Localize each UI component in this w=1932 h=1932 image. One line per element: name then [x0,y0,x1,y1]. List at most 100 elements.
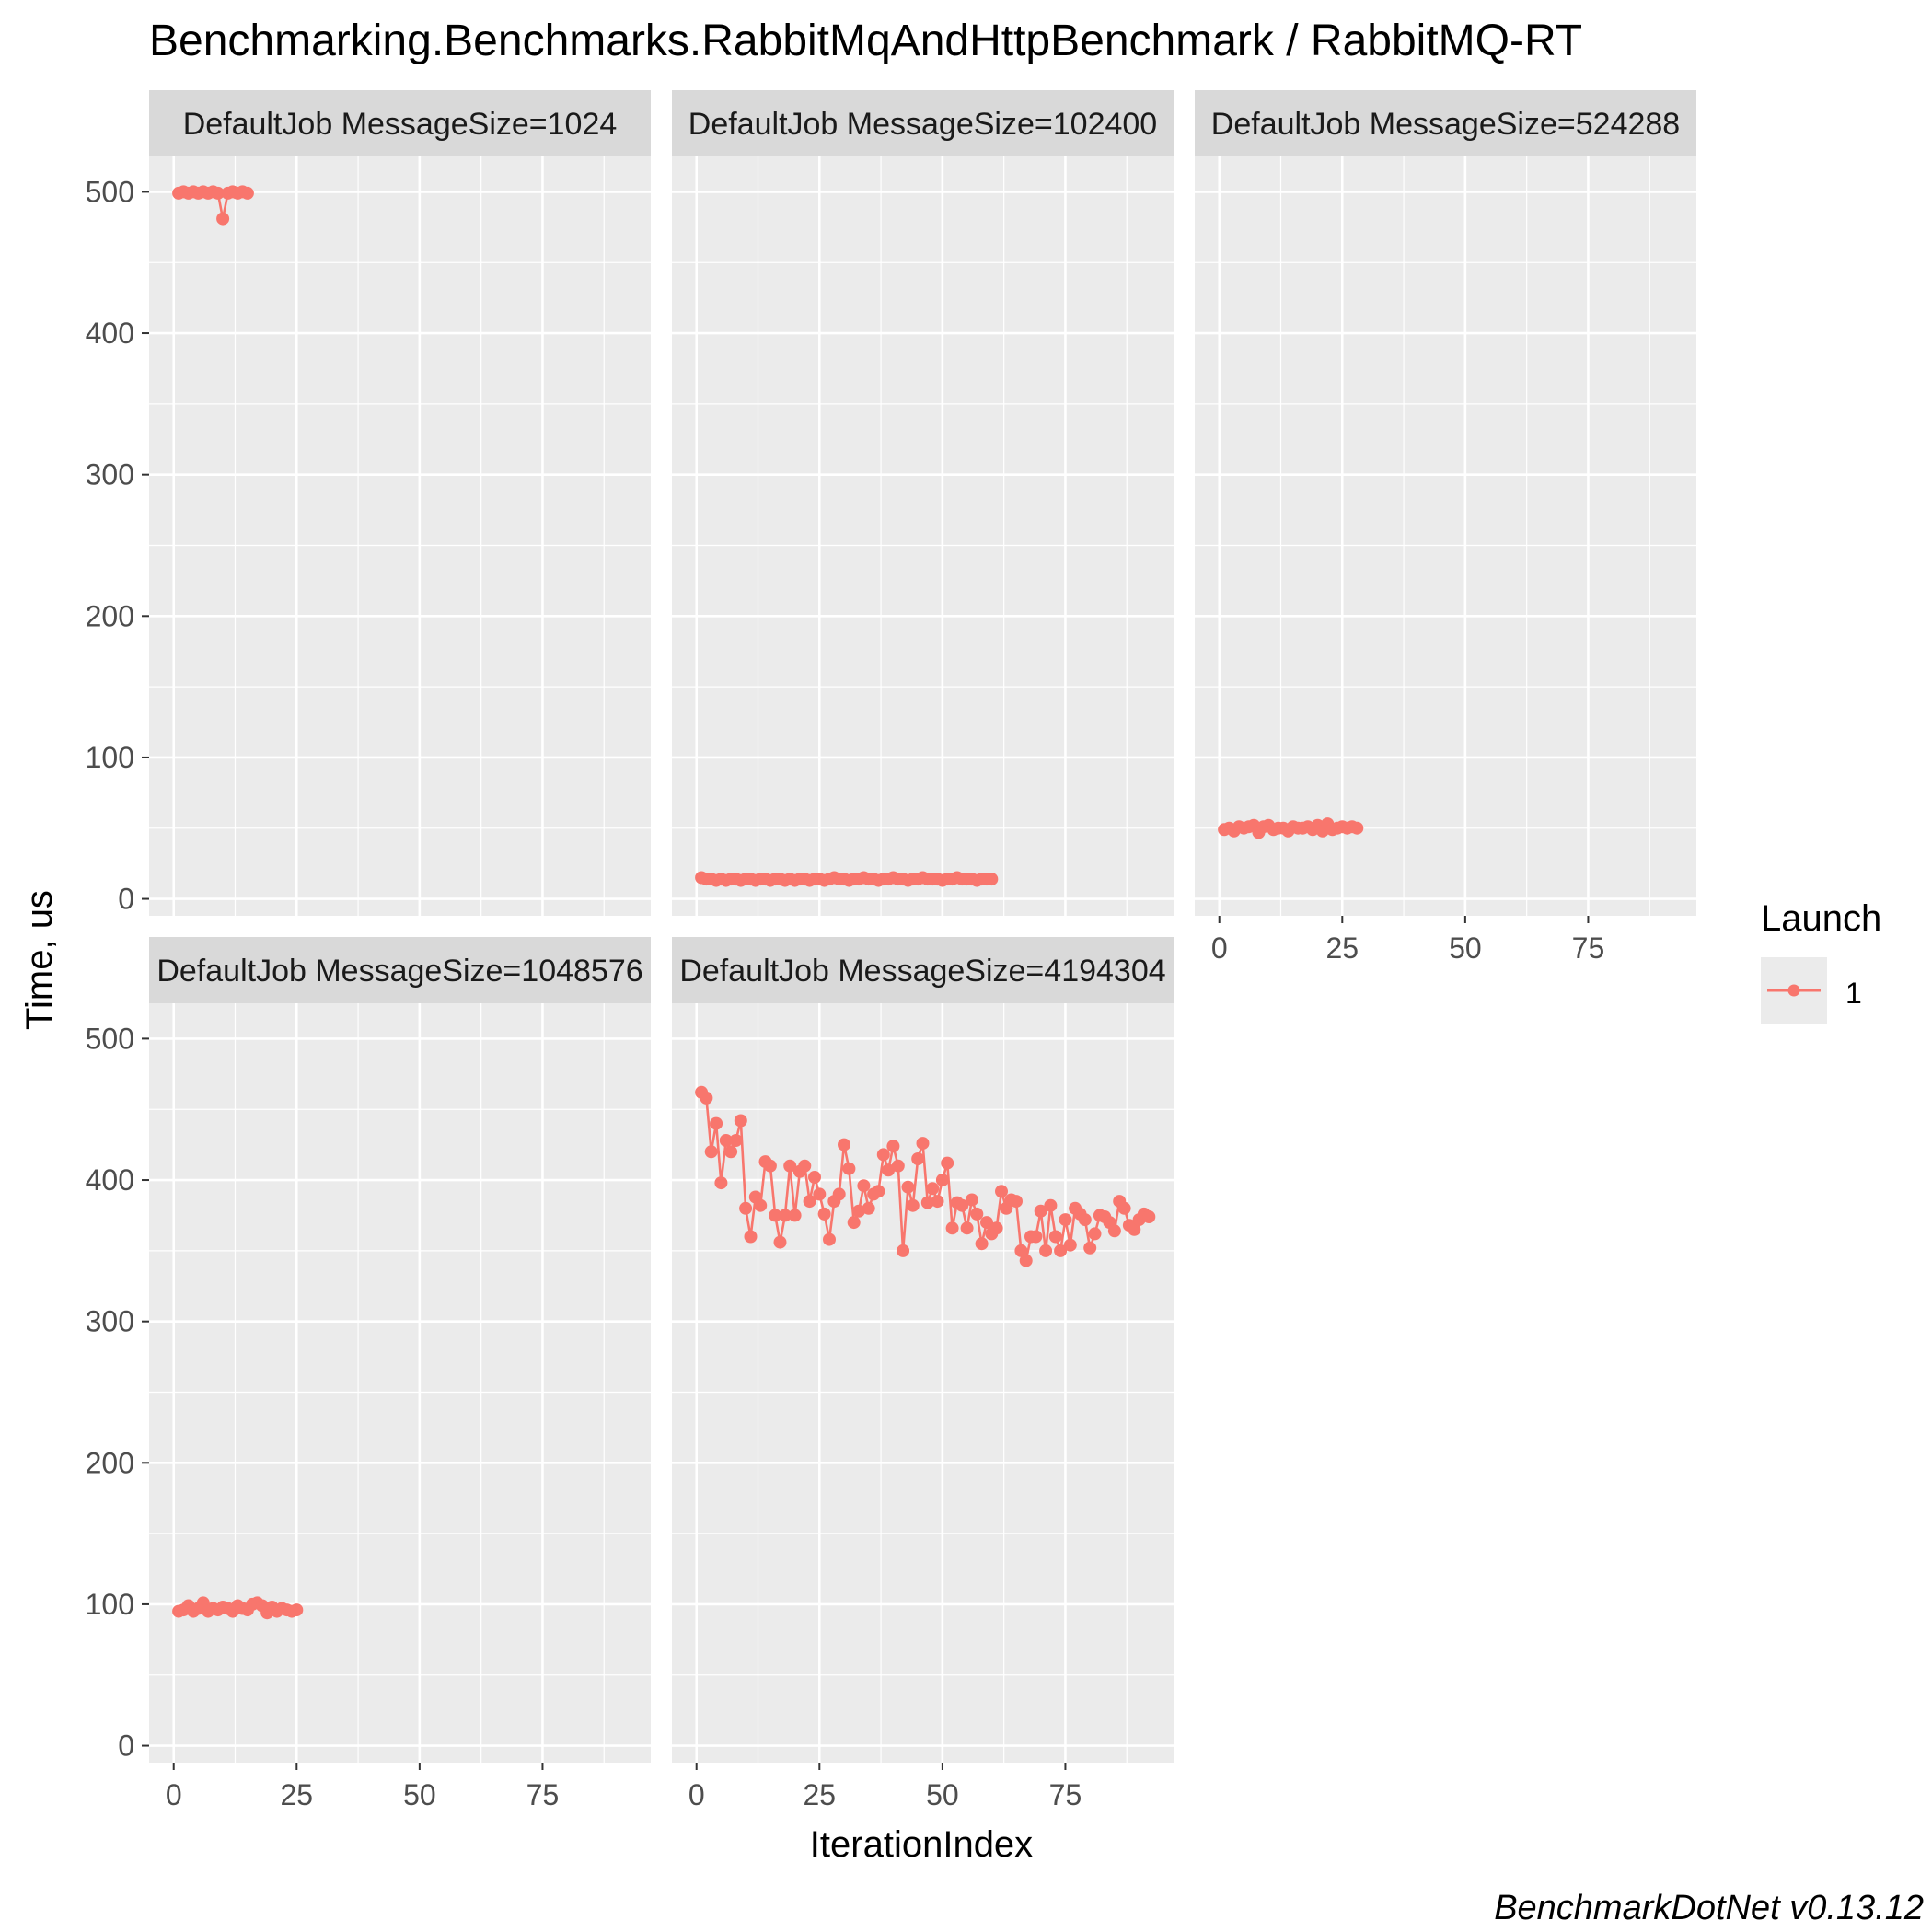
data-point [788,1209,802,1222]
y-tick-label: 500 [86,175,134,208]
data-point [832,1187,846,1201]
data-point [1107,1224,1121,1238]
facet-panel: DefaultJob MessageSize=102400 [672,90,1174,916]
x-tick-label: 75 [526,1778,560,1811]
panel-background [672,1003,1174,1763]
x-tick-label: 25 [803,1778,836,1811]
x-tick-label: 0 [688,1778,705,1811]
data-point [872,1185,885,1198]
data-point [1350,821,1364,835]
data-point [838,1138,850,1151]
x-tick-label: 25 [280,1778,313,1811]
facet-panels: DefaultJob MessageSize=1024 0 100 200 300 400… [86,90,1696,1811]
data-point [773,1235,787,1249]
x-tick-label: 75 [1049,1778,1082,1811]
data-point [719,1134,733,1147]
data-point [941,1156,954,1170]
x-tick-label: 50 [1449,931,1482,965]
data-point [1014,1244,1028,1257]
data-point [882,1163,896,1177]
data-point [847,1216,861,1230]
data-point [920,1196,934,1209]
facet-strip-label: DefaultJob MessageSize=524288 [1211,107,1680,142]
y-tick-label: 400 [86,317,134,350]
data-point [813,1187,827,1201]
facet-panel: DefaultJob MessageSize=524288 0 25 50 75 [1195,90,1696,965]
data-point [1010,1195,1023,1209]
facet-strip-label: DefaultJob MessageSize=4194304 [679,954,1165,989]
x-tick-label: 50 [926,1778,959,1811]
data-point [852,1204,865,1218]
panel-background [1195,156,1696,916]
y-tick-label: 100 [86,1588,134,1621]
data-point [714,1176,728,1190]
data-point [1088,1227,1102,1241]
data-point [1034,1204,1047,1218]
x-tick-label: 25 [1325,931,1359,965]
facet-strip [672,937,1174,1003]
y-tick-label: 400 [86,1163,134,1197]
chart-title: Benchmarking.Benchmarks.RabbitMqAndHttpB… [149,17,1582,65]
facet-strip [672,90,1174,156]
data-point [739,1201,753,1215]
legend: Launch 1 [1761,898,1881,1024]
data-point [926,1182,940,1196]
y-tick-label: 200 [86,599,134,632]
data-point [769,1209,782,1222]
data-point [1044,1198,1058,1212]
y-tick-label: 300 [86,1305,134,1338]
facet-strip-label: DefaultJob MessageSize=102400 [688,107,1157,142]
data-point [734,1114,747,1128]
y-tick-label: 0 [118,883,134,916]
data-point [911,1152,925,1165]
data-point [1029,1230,1043,1244]
data-point [916,1137,930,1151]
data-point [778,1209,792,1222]
data-point [935,1174,949,1186]
data-point [700,1091,713,1105]
data-point [862,1201,875,1215]
x-tick-label: 50 [403,1778,436,1811]
x-tick-label: 0 [1211,931,1228,965]
data-point [1059,1213,1072,1227]
legend-title: Launch [1761,898,1881,939]
panel-background [149,1003,651,1763]
data-point [240,186,254,200]
data-point [823,1232,836,1246]
data-point [724,1145,738,1159]
data-point [842,1162,856,1175]
facet-strip-label: DefaultJob MessageSize=1048576 [156,954,642,989]
y-tick-label: 200 [86,1446,134,1479]
y-tick-label: 0 [118,1730,134,1763]
data-point [1063,1238,1077,1252]
y-tick-label: 500 [86,1022,134,1055]
data-point [744,1230,758,1244]
data-point [1054,1244,1068,1257]
data-point [985,873,999,886]
data-point [965,1193,978,1207]
facet-strip [149,937,651,1003]
facet-strip [1195,90,1696,156]
facet-strip [149,90,651,156]
data-point [1039,1244,1053,1257]
data-point [891,1159,905,1173]
data-point [817,1207,831,1221]
x-tick-label: 75 [1572,931,1605,965]
data-point [290,1603,304,1617]
facet-panel: DefaultJob MessageSize=4194304 0 25 50 75 [672,937,1174,1811]
data-point [886,1140,900,1153]
data-point [980,1216,993,1230]
data-point [1048,1230,1062,1244]
data-point [704,1145,718,1159]
data-point [808,1171,821,1184]
data-point [857,1179,871,1193]
facet-panel: DefaultJob MessageSize=1048576 0 100 200 300… [86,937,651,1811]
data-point [1078,1213,1092,1227]
data-point [763,1159,777,1173]
legend-entry: 1 [1845,977,1862,1010]
data-point [901,1180,915,1194]
data-point [1142,1210,1156,1223]
data-point [1083,1241,1097,1255]
data-point [960,1221,974,1235]
y-tick-label: 300 [86,458,134,492]
